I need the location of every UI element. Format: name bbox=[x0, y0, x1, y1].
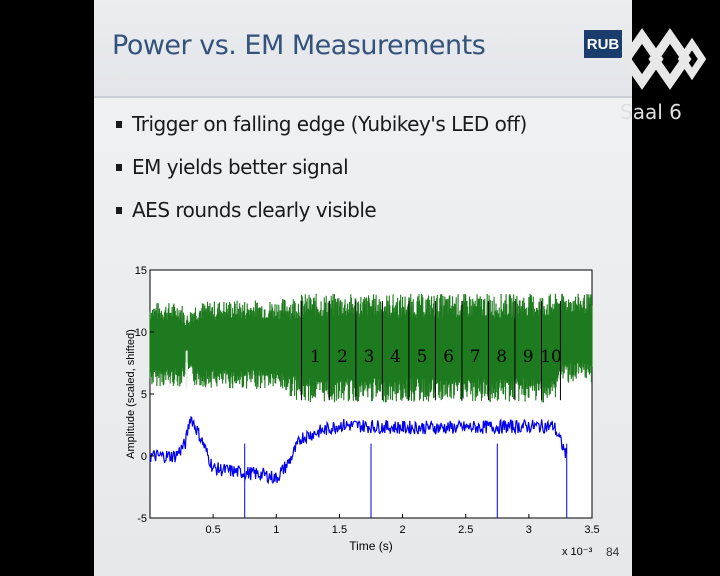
y-tick-label: 0 bbox=[141, 451, 147, 463]
round-label: 2 bbox=[337, 347, 348, 367]
slide-title: Power vs. EM Measurements bbox=[112, 30, 486, 61]
x-axis-multiplier: x 10⁻³ bbox=[562, 546, 593, 558]
slide-header: Power vs. EM Measurements RUB bbox=[94, 0, 632, 98]
em-trace-group bbox=[149, 293, 593, 403]
em-trace-line bbox=[149, 293, 593, 403]
bullet-item: EM yields better signal bbox=[116, 155, 527, 198]
y-tick-label: 10 bbox=[135, 327, 147, 339]
channel-label: Saal 6 bbox=[620, 100, 682, 124]
bullet-text: AES rounds clearly visible bbox=[132, 198, 377, 222]
x-tick-label: 2 bbox=[400, 524, 406, 536]
x-tick-label: 1.5 bbox=[332, 524, 347, 536]
round-label: 9 bbox=[523, 347, 534, 367]
power-trace-line bbox=[149, 416, 568, 485]
round-label: 5 bbox=[417, 347, 428, 367]
rub-logo: RUB bbox=[584, 30, 622, 58]
y-axis-ticks: -5 0 5 10 15 bbox=[135, 265, 154, 525]
round-label: 3 bbox=[364, 347, 375, 367]
y-axis-label: Amplitude (scaled, shifted) bbox=[125, 329, 137, 459]
y-tick-label: -5 bbox=[137, 513, 147, 525]
aes-round-markers: 1 2 3 4 5 6 7 8 9 10 bbox=[301, 301, 562, 401]
power-trace-group bbox=[149, 416, 568, 485]
bullet-text: EM yields better signal bbox=[132, 155, 349, 179]
round-label: 6 bbox=[443, 347, 454, 367]
round-label: 4 bbox=[390, 347, 401, 367]
x-tick-label: 2.5 bbox=[458, 524, 473, 536]
x-axis-label: Time (s) bbox=[349, 539, 393, 553]
round-label: 8 bbox=[496, 347, 507, 367]
y-tick-label: 15 bbox=[135, 265, 147, 277]
round-label: 10 bbox=[540, 347, 562, 367]
x-tick-label: 3 bbox=[526, 524, 532, 536]
x-axis-ticks: 0.5 1 1.5 2 2.5 3 3.5 bbox=[205, 514, 600, 536]
bullet-item: AES rounds clearly visible bbox=[116, 198, 527, 241]
x-tick-label: 1 bbox=[273, 524, 279, 536]
y-tick-label: 5 bbox=[141, 389, 147, 401]
bullet-list: Trigger on falling edge (Yubikey's LED o… bbox=[116, 112, 527, 241]
x-tick-label: 3.5 bbox=[584, 524, 599, 536]
ccc-hexagon-logo-icon bbox=[620, 28, 707, 90]
bullet-square-icon bbox=[116, 207, 122, 214]
bullet-square-icon bbox=[116, 121, 122, 128]
spike-group bbox=[244, 443, 568, 518]
round-label: 7 bbox=[470, 347, 481, 367]
bullet-square-icon bbox=[116, 164, 122, 171]
bullet-text: Trigger on falling edge (Yubikey's LED o… bbox=[132, 112, 527, 136]
page-number: 84 bbox=[606, 545, 620, 559]
round-label: 1 bbox=[310, 347, 321, 367]
x-tick-label: 0.5 bbox=[205, 524, 220, 536]
bullet-item: Trigger on falling edge (Yubikey's LED o… bbox=[116, 112, 527, 155]
